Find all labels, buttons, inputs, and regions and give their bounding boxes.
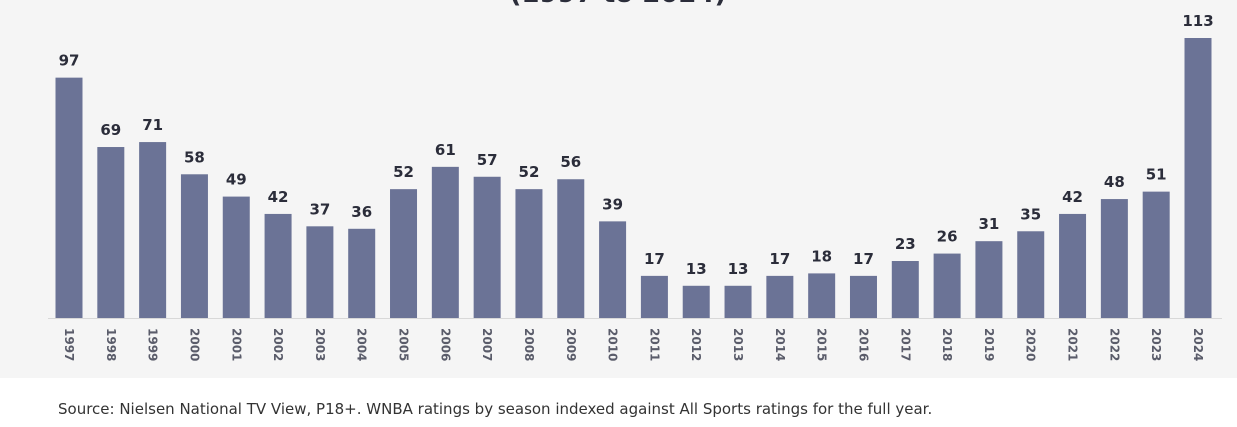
bar bbox=[97, 147, 125, 318]
x-tick-label: 2003 bbox=[313, 328, 327, 361]
value-label: 17 bbox=[853, 250, 874, 268]
x-tick-label: 2013 bbox=[731, 328, 745, 361]
value-label: 31 bbox=[978, 215, 999, 233]
x-tick-label: 2022 bbox=[1107, 328, 1121, 361]
value-label: 69 bbox=[100, 121, 121, 139]
bar bbox=[933, 253, 961, 318]
bar bbox=[431, 166, 459, 318]
bar bbox=[975, 241, 1003, 318]
value-label: 23 bbox=[895, 235, 916, 253]
bar bbox=[724, 285, 752, 318]
value-label: 17 bbox=[769, 250, 790, 268]
bar bbox=[55, 77, 83, 318]
value-label: 13 bbox=[728, 260, 749, 278]
value-label: 48 bbox=[1104, 173, 1125, 191]
bar bbox=[222, 196, 250, 318]
x-tick-label: 2002 bbox=[271, 328, 285, 361]
x-tick-label: 2023 bbox=[1149, 328, 1163, 361]
x-tick-label: 2011 bbox=[647, 328, 661, 361]
value-label: 17 bbox=[644, 250, 665, 268]
chart-subtitle: (1997 to 2024) bbox=[510, 0, 727, 9]
x-tick-label: 1999 bbox=[146, 328, 160, 361]
x-tick-label: 2009 bbox=[564, 328, 578, 361]
x-tick-label: 2004 bbox=[355, 328, 369, 361]
x-tick-label: 2016 bbox=[856, 328, 870, 361]
x-tick-label: 2019 bbox=[982, 328, 996, 361]
bar bbox=[1184, 38, 1212, 318]
x-tick-label: 2014 bbox=[773, 328, 787, 361]
bar bbox=[640, 275, 668, 318]
value-label: 13 bbox=[686, 260, 707, 278]
bar bbox=[599, 221, 627, 318]
value-label: 56 bbox=[560, 153, 581, 171]
x-tick-label: 2000 bbox=[187, 328, 201, 361]
value-label: 58 bbox=[184, 148, 205, 166]
value-label: 37 bbox=[309, 200, 330, 218]
x-tick-label: 2001 bbox=[229, 328, 243, 361]
bar bbox=[139, 142, 167, 318]
x-tick-label: 2024 bbox=[1191, 328, 1205, 361]
value-label: 18 bbox=[811, 247, 832, 265]
x-tick-label: 1997 bbox=[62, 328, 76, 361]
bar bbox=[180, 174, 208, 318]
bar bbox=[849, 275, 877, 318]
value-label: 49 bbox=[226, 171, 247, 189]
bar bbox=[1100, 199, 1128, 318]
x-tick-label: 1998 bbox=[104, 328, 118, 361]
bar bbox=[891, 261, 919, 318]
bar bbox=[766, 275, 794, 318]
bar bbox=[515, 189, 543, 318]
x-tick-label: 2012 bbox=[689, 328, 703, 361]
x-tick-label: 2008 bbox=[522, 328, 536, 361]
value-label: 26 bbox=[937, 228, 958, 246]
x-tick-label: 2015 bbox=[815, 328, 829, 361]
value-label: 51 bbox=[1146, 166, 1167, 184]
value-label: 35 bbox=[1020, 205, 1041, 223]
value-label: 57 bbox=[477, 151, 498, 169]
bar bbox=[348, 228, 376, 318]
bar bbox=[473, 176, 501, 318]
bar bbox=[1059, 213, 1087, 318]
x-tick-label: 2018 bbox=[940, 328, 954, 361]
source-note: Source: Nielsen National TV View, P18+. … bbox=[58, 400, 932, 418]
x-tick-label: 2006 bbox=[438, 328, 452, 361]
bar bbox=[1142, 191, 1170, 318]
x-tick-label: 2021 bbox=[1066, 328, 1080, 361]
value-label: 39 bbox=[602, 195, 623, 213]
value-label: 71 bbox=[142, 116, 163, 134]
value-label: 52 bbox=[519, 163, 540, 181]
value-label: 113 bbox=[1182, 12, 1213, 30]
x-tick-label: 2005 bbox=[397, 328, 411, 361]
bar bbox=[808, 273, 836, 318]
x-tick-label: 2017 bbox=[898, 328, 912, 361]
value-label: 42 bbox=[1062, 188, 1083, 206]
value-label: 52 bbox=[393, 163, 414, 181]
bar bbox=[264, 213, 292, 318]
bar bbox=[682, 285, 710, 318]
x-tick-label: 2020 bbox=[1024, 328, 1038, 361]
value-label: 42 bbox=[268, 188, 289, 206]
x-tick-label: 2007 bbox=[480, 328, 494, 361]
value-label: 36 bbox=[351, 203, 372, 221]
value-label: 97 bbox=[59, 52, 80, 70]
x-tick-label: 2010 bbox=[606, 328, 620, 361]
bar bbox=[1017, 231, 1045, 318]
bar bbox=[306, 226, 334, 318]
bar bbox=[557, 179, 585, 318]
bar bbox=[390, 189, 418, 318]
value-label: 61 bbox=[435, 141, 456, 159]
